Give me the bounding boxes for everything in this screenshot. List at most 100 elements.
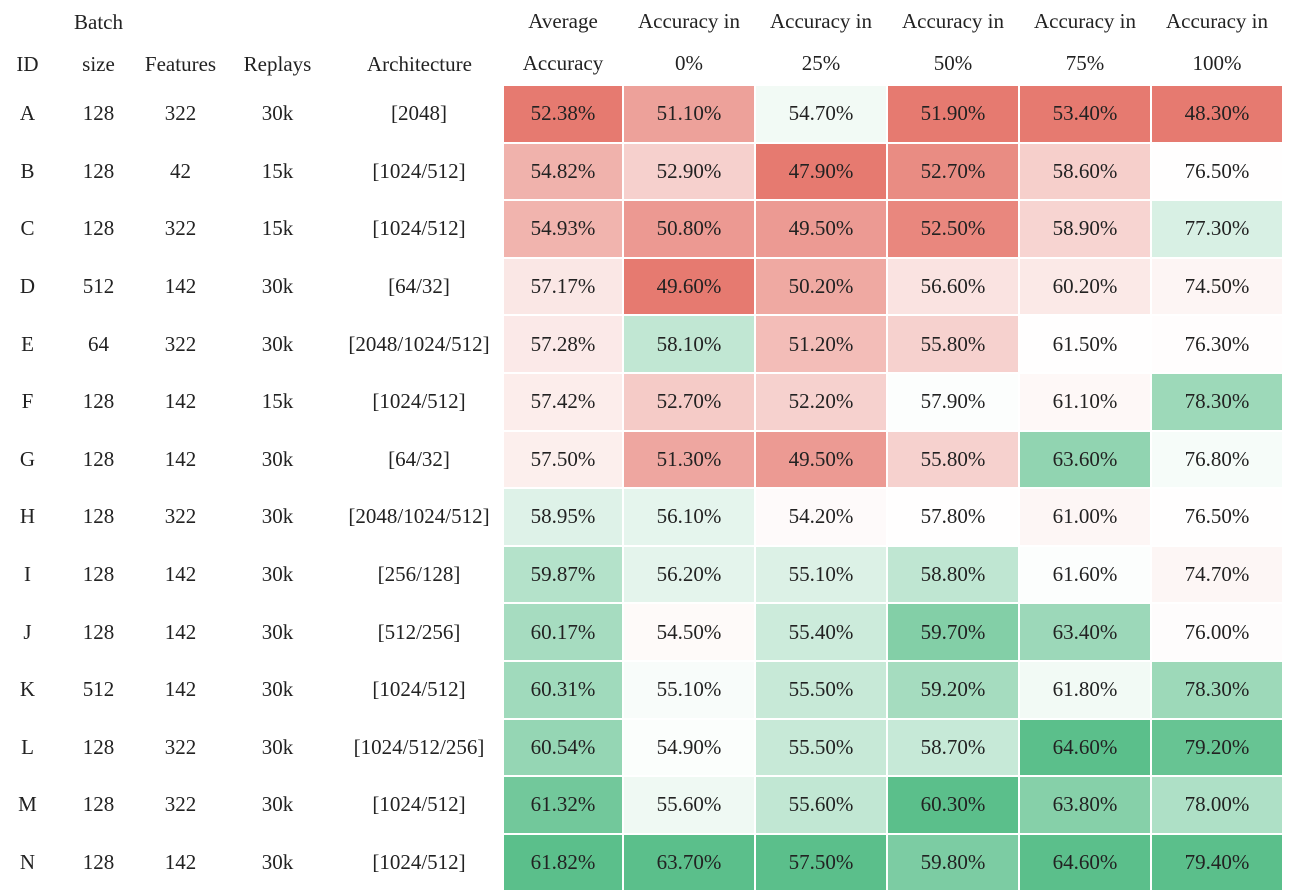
table-row: H 128 322 30k [2048/1024/512] 58.95% 56.10% 54.… — [0, 487, 1284, 547]
cell-replays: 30k — [261, 274, 294, 299]
cell-features: 322 — [164, 504, 197, 529]
cell-id: L — [21, 734, 34, 759]
cell-accuracy-75: 64.60% — [1018, 832, 1152, 892]
cell-accuracy-75: 61.80% — [1018, 659, 1152, 720]
column-header-line2: Architecture — [367, 51, 472, 76]
table-row: F 128 142 15k [1024/512] 57.42% 52.70% 52.20% 57… — [0, 371, 1284, 432]
cell-features: 322 — [164, 216, 197, 241]
cell-accuracy-25: 55.60% — [754, 775, 888, 835]
cell-architecture: [2048/1024/512] — [348, 331, 490, 356]
cell-features: 322 — [164, 331, 197, 356]
table-row: M 128 322 30k [1024/512] 61.32% 55.60% 55.60% 60… — [0, 775, 1284, 835]
cell-accuracy-0: 56.20% — [622, 544, 756, 605]
table-row: G 128 142 30k [64/32] 57.50% 51.30% 49.50% 55.80… — [0, 429, 1284, 490]
cell-architecture: [1024/512] — [372, 389, 466, 414]
table-row: C 128 322 15k [1024/512] 54.93% 50.80% 49.50% 52… — [0, 199, 1284, 259]
cell-accuracy-0: 58.10% — [622, 314, 756, 374]
cell-accuracy-100: 76.80% — [1150, 429, 1284, 490]
cell-accuracy-50: 57.90% — [886, 371, 1020, 432]
cell-accuracy-50: 52.50% — [886, 199, 1020, 259]
cell-average-accuracy: 57.42% — [502, 371, 624, 432]
cell-accuracy-50: 58.70% — [886, 717, 1020, 778]
cell-id: A — [19, 101, 36, 126]
cell-accuracy-75: 63.40% — [1018, 602, 1152, 662]
cell-accuracy-50: 59.70% — [886, 602, 1020, 662]
cell-average-accuracy: 59.87% — [502, 544, 624, 605]
cell-replays: 30k — [261, 331, 294, 356]
cell-features: 142 — [164, 446, 197, 471]
column-header-features: Features — [142, 0, 219, 85]
cell-accuracy-100: 78.30% — [1150, 371, 1284, 432]
cell-replays: 30k — [261, 504, 294, 529]
cell-accuracy-0: 63.70% — [622, 832, 756, 892]
cell-average-accuracy: 58.95% — [502, 487, 624, 547]
cell-accuracy-50: 52.70% — [886, 141, 1020, 202]
table-body: A 128 322 30k [2048] 52.38% 51.10% 54.70% 51.90%… — [0, 84, 1284, 892]
cell-accuracy-50: 59.20% — [886, 659, 1020, 720]
table-row: D 512 142 30k [64/32] 57.17% 49.60% 50.20% 56.60… — [0, 256, 1284, 317]
column-header-line2: ID — [16, 51, 39, 76]
cell-average-accuracy: 57.17% — [502, 256, 624, 317]
column-header-line2: 25% — [801, 51, 841, 75]
cell-batch-size: 128 — [82, 389, 115, 414]
cell-accuracy-75: 53.40% — [1018, 84, 1152, 144]
cell-batch-size: 64 — [88, 331, 109, 356]
cell-batch-size: 128 — [82, 504, 115, 529]
cell-architecture: [256/128] — [377, 562, 461, 587]
cell-accuracy-100: 74.50% — [1150, 256, 1284, 317]
cell-accuracy-0: 52.70% — [622, 371, 756, 432]
column-header-line2: 100% — [1192, 51, 1242, 75]
column-header-accuracy-100: Accuracy in 100% — [1151, 0, 1283, 85]
cell-batch-size: 128 — [82, 792, 115, 817]
cell-accuracy-0: 55.60% — [622, 775, 756, 835]
cell-accuracy-50: 55.80% — [886, 314, 1020, 374]
cell-id: G — [19, 446, 36, 471]
column-header-line1: Batch — [74, 9, 123, 34]
cell-accuracy-25: 47.90% — [754, 141, 888, 202]
cell-features: 322 — [164, 101, 197, 126]
cell-accuracy-0: 50.80% — [622, 199, 756, 259]
table-row: B 128 42 15k [1024/512] 54.82% 52.90% 47.90% 52.… — [0, 141, 1284, 202]
cell-features: 142 — [164, 562, 197, 587]
table-row: J 128 142 30k [512/256] 60.17% 54.50% 55.40% 59.… — [0, 602, 1284, 662]
cell-accuracy-50: 56.60% — [886, 256, 1020, 317]
cell-architecture: [1024/512] — [372, 850, 466, 875]
column-header-line1: Accuracy in — [1033, 9, 1137, 33]
cell-replays: 30k — [261, 850, 294, 875]
cell-replays: 15k — [261, 158, 294, 183]
cell-features: 142 — [164, 274, 197, 299]
cell-accuracy-25: 55.40% — [754, 602, 888, 662]
cell-id: B — [20, 158, 35, 183]
column-header-id: ID — [0, 0, 55, 85]
cell-accuracy-25: 55.50% — [754, 659, 888, 720]
cell-accuracy-50: 60.30% — [886, 775, 1020, 835]
column-header-line2: size — [82, 51, 115, 76]
column-header-line1: Average — [528, 9, 598, 33]
cell-accuracy-100: 78.30% — [1150, 659, 1284, 720]
cell-batch-size: 128 — [82, 850, 115, 875]
cell-average-accuracy: 60.54% — [502, 717, 624, 778]
table-row: E 64 322 30k [2048/1024/512] 57.28% 58.10% 51.2… — [0, 314, 1284, 374]
column-header-batch-size: Batch size — [55, 0, 142, 85]
cell-features: 322 — [164, 734, 197, 759]
cell-accuracy-75: 58.90% — [1018, 199, 1152, 259]
cell-average-accuracy: 52.38% — [502, 84, 624, 144]
cell-accuracy-0: 54.90% — [622, 717, 756, 778]
cell-accuracy-100: 79.20% — [1150, 717, 1284, 778]
column-header-line2: Features — [144, 51, 217, 76]
cell-features: 142 — [164, 619, 197, 644]
cell-average-accuracy: 61.82% — [502, 832, 624, 892]
cell-accuracy-25: 50.20% — [754, 256, 888, 317]
cell-accuracy-25: 57.50% — [754, 832, 888, 892]
cell-accuracy-25: 52.20% — [754, 371, 888, 432]
cell-accuracy-75: 63.60% — [1018, 429, 1152, 490]
cell-features: 142 — [164, 850, 197, 875]
cell-features: 322 — [164, 792, 197, 817]
cell-accuracy-75: 61.00% — [1018, 487, 1152, 547]
cell-replays: 30k — [261, 446, 294, 471]
cell-accuracy-75: 61.50% — [1018, 314, 1152, 374]
cell-batch-size: 128 — [82, 158, 115, 183]
column-header-line1: Accuracy in — [637, 9, 741, 33]
cell-replays: 30k — [261, 734, 294, 759]
cell-replays: 15k — [261, 389, 294, 414]
